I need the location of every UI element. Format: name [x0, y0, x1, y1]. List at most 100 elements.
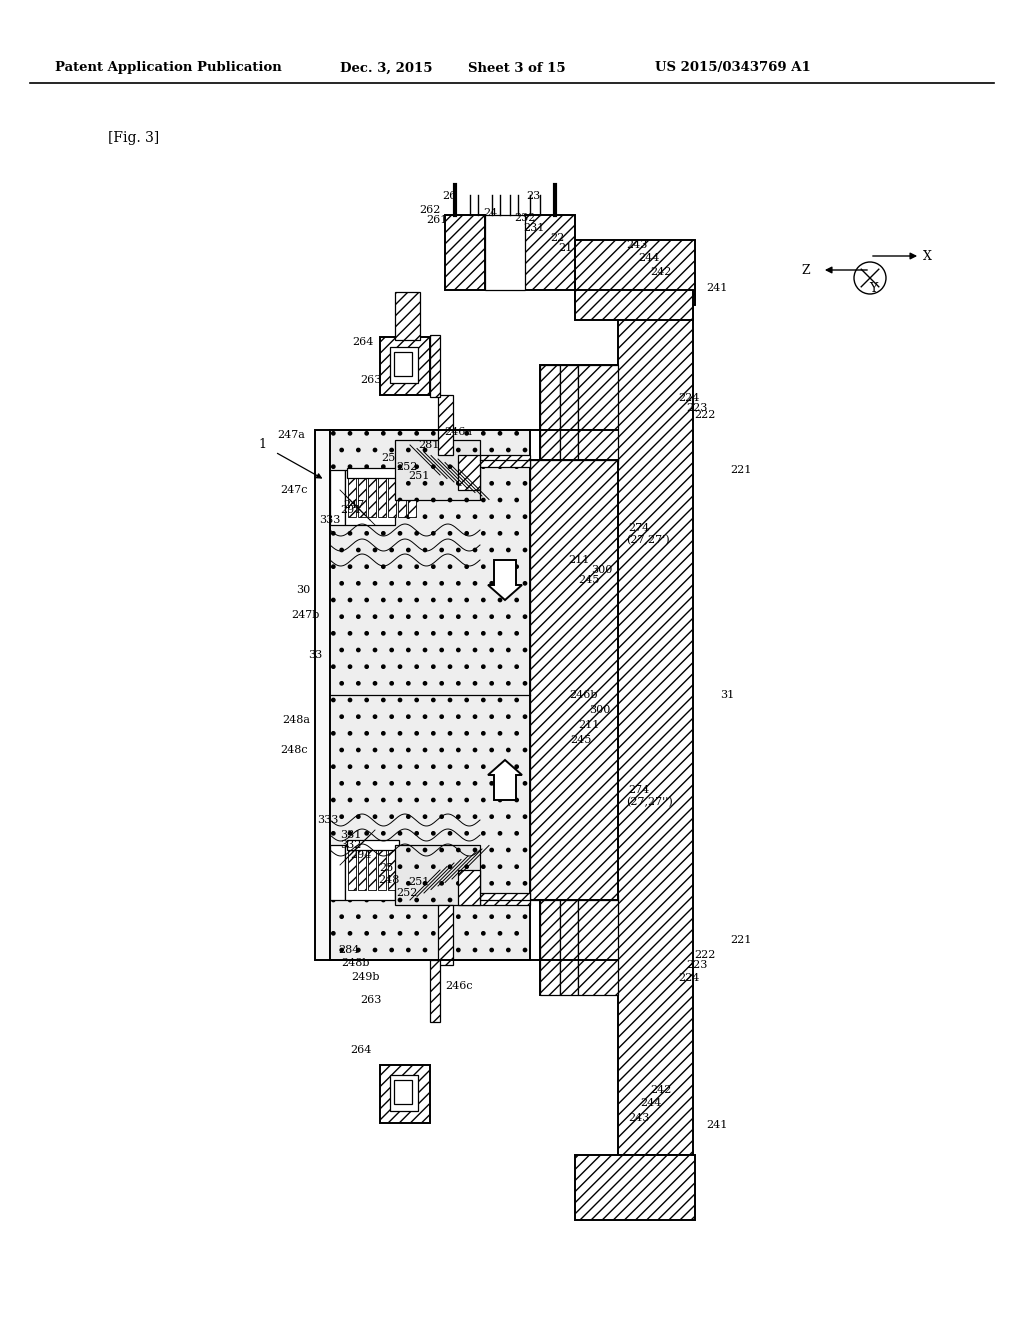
Bar — [560, 895, 578, 995]
Text: 24: 24 — [483, 209, 497, 218]
Bar — [378, 475, 386, 517]
Bar — [408, 475, 416, 517]
Bar — [540, 895, 618, 995]
Text: 30: 30 — [296, 585, 310, 595]
FancyArrow shape — [488, 560, 522, 601]
Text: 211: 211 — [568, 554, 590, 565]
Bar — [330, 430, 530, 960]
Text: 246c: 246c — [445, 981, 473, 991]
Text: (27,27''): (27,27'') — [626, 797, 673, 807]
Text: 211: 211 — [579, 719, 600, 730]
Text: 281: 281 — [419, 440, 440, 450]
Text: 252: 252 — [396, 462, 418, 473]
Bar — [430, 960, 440, 1022]
Bar — [368, 475, 376, 517]
Text: 251: 251 — [409, 471, 430, 480]
Bar — [347, 840, 399, 850]
Bar — [540, 895, 560, 995]
Bar — [358, 847, 366, 890]
Text: 300: 300 — [591, 565, 612, 576]
Bar — [394, 352, 412, 376]
Text: 249b: 249b — [351, 972, 380, 982]
Bar — [438, 906, 453, 965]
Text: 243: 243 — [629, 1113, 650, 1123]
Bar — [480, 696, 530, 900]
Bar — [398, 475, 406, 517]
Text: 245: 245 — [579, 576, 600, 585]
Text: 222: 222 — [694, 411, 716, 420]
Bar — [575, 240, 695, 305]
Text: 222: 222 — [694, 950, 716, 960]
Bar — [390, 347, 418, 383]
Text: 333: 333 — [318, 515, 340, 525]
Text: 224: 224 — [679, 393, 700, 403]
Text: 264: 264 — [350, 1045, 372, 1055]
Text: 262: 262 — [420, 205, 441, 215]
Bar — [395, 440, 480, 500]
Bar — [398, 847, 406, 890]
Bar — [430, 335, 440, 397]
Text: 223: 223 — [687, 960, 708, 970]
Text: 248a: 248a — [282, 715, 310, 725]
Text: 300: 300 — [589, 705, 610, 715]
Text: Patent Application Publication: Patent Application Publication — [55, 62, 282, 74]
Text: 252: 252 — [396, 888, 418, 898]
Text: 241: 241 — [706, 282, 727, 293]
Bar — [618, 305, 693, 1155]
Text: Dec. 3, 2015: Dec. 3, 2015 — [340, 62, 432, 74]
Text: 224: 224 — [679, 973, 700, 983]
Text: 246b: 246b — [569, 690, 598, 700]
Text: 25: 25 — [380, 863, 394, 873]
Bar — [390, 1074, 418, 1111]
Text: 274: 274 — [628, 785, 649, 795]
Text: 21: 21 — [558, 243, 572, 253]
Text: 333: 333 — [316, 814, 338, 825]
Text: 223: 223 — [687, 403, 708, 413]
Text: 247a: 247a — [278, 430, 305, 440]
Text: 251: 251 — [409, 876, 430, 887]
Text: 244: 244 — [641, 1098, 662, 1107]
Text: 243: 243 — [627, 240, 648, 249]
Bar — [380, 337, 430, 395]
Text: 247b: 247b — [292, 610, 319, 620]
Bar — [445, 215, 485, 290]
Text: 332: 332 — [340, 840, 361, 850]
Bar — [408, 847, 416, 890]
Text: US 2015/0343769 A1: US 2015/0343769 A1 — [655, 62, 811, 74]
Bar — [315, 430, 330, 960]
Text: 25: 25 — [381, 453, 395, 463]
Text: (27,27'): (27,27') — [626, 535, 670, 545]
Text: 247c: 247c — [281, 484, 308, 495]
Text: 22: 22 — [550, 234, 564, 243]
Text: 31: 31 — [720, 690, 734, 700]
Text: 331: 331 — [340, 830, 361, 840]
Bar — [540, 366, 560, 465]
Text: 294: 294 — [350, 850, 372, 861]
Text: 242: 242 — [650, 1085, 672, 1096]
Text: 261: 261 — [427, 215, 449, 224]
Bar — [480, 459, 530, 696]
Bar — [575, 290, 693, 319]
Bar — [345, 470, 395, 525]
Text: Sheet 3 of 15: Sheet 3 of 15 — [468, 62, 565, 74]
Bar — [347, 469, 399, 478]
Bar — [330, 470, 345, 525]
Text: 245: 245 — [570, 735, 592, 744]
Text: [Fig. 3]: [Fig. 3] — [108, 131, 160, 145]
Bar — [575, 1155, 695, 1220]
Bar — [480, 894, 530, 906]
Text: 263: 263 — [360, 995, 382, 1005]
Bar — [578, 895, 618, 995]
Bar — [345, 845, 395, 900]
Bar — [395, 845, 480, 906]
Bar — [388, 475, 396, 517]
Bar — [560, 366, 578, 465]
Bar — [368, 847, 376, 890]
Bar — [394, 1080, 412, 1104]
Text: 221: 221 — [730, 465, 752, 475]
Text: X: X — [923, 249, 932, 263]
Bar — [578, 366, 618, 465]
Text: 241: 241 — [706, 1119, 727, 1130]
Text: Z: Z — [802, 264, 810, 276]
Bar — [540, 366, 618, 465]
